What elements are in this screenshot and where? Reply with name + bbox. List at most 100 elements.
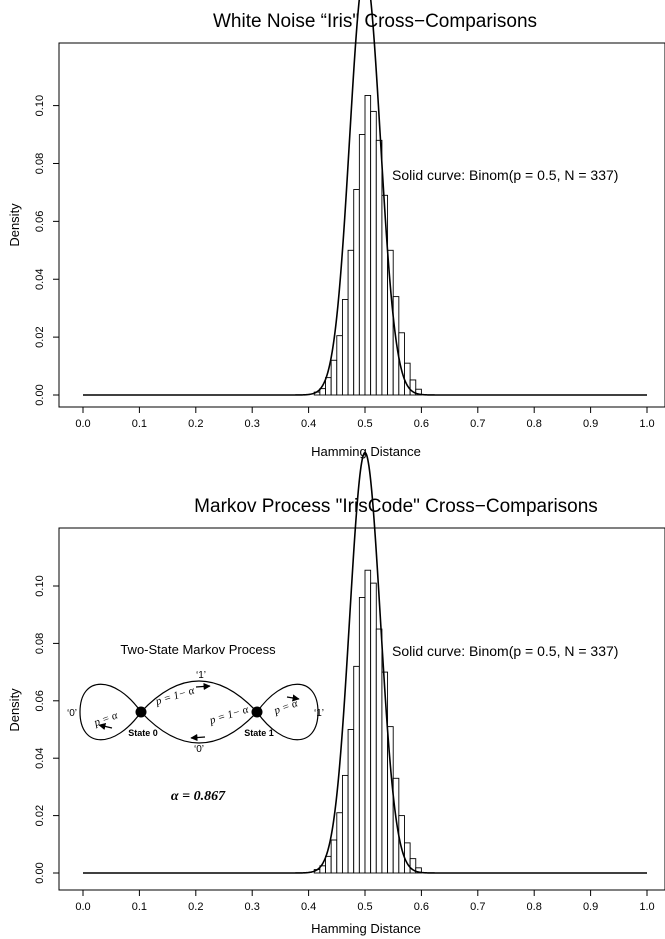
top-y-tick-label: 0.10 <box>34 95 46 116</box>
bottom-annotation: Solid curve: Binom(p = 0.5, N = 337) <box>392 643 618 659</box>
state-1-node <box>251 706 263 718</box>
top-histogram-bar <box>415 388 422 396</box>
arrow-top <box>195 682 211 691</box>
top-x-axis-label: Hamming Distance <box>311 444 421 459</box>
top-x-tick-label: 1.0 <box>639 418 654 430</box>
top-chart: White Noise “Iris" Cross−Comparisons 0.0… <box>7 0 665 459</box>
bottom-histogram-bars <box>313 569 422 874</box>
top-histogram-bar <box>370 110 377 396</box>
state-0-node <box>135 706 147 718</box>
p-bottom-label: p = 1− α <box>207 703 250 726</box>
bottom-histogram-bar <box>325 855 332 874</box>
bottom-x-tick-label: 0.7 <box>470 901 485 913</box>
top-histogram-bar <box>392 296 400 396</box>
bottom-histogram-bar <box>375 628 383 874</box>
top-x-tick-label: 0.7 <box>470 418 485 430</box>
top-histogram-bar <box>404 362 411 396</box>
bottom-histogram-bar <box>353 665 360 874</box>
bottom-histogram-bar <box>336 812 343 874</box>
top-histogram-bar <box>409 379 417 396</box>
top-histogram-bar <box>381 194 389 396</box>
p-top-label: p = 1− α <box>153 684 196 707</box>
bottom-histogram-bar <box>364 569 372 874</box>
bottom-histogram-bar <box>330 839 338 874</box>
bottom-x-tick-label: 1.0 <box>639 901 654 913</box>
emit-top-label: ‘1’ <box>196 670 206 681</box>
top-histogram-bar <box>358 134 366 396</box>
bottom-y-tick-label: 0.00 <box>34 862 46 883</box>
markov-inset: Two-State Markov Process State 0 State 1… <box>67 642 324 804</box>
top-histogram-bar <box>325 377 332 396</box>
top-annotation: Solid curve: Binom(p = 0.5, N = 337) <box>392 167 618 183</box>
bottom-x-tick-label: 0.1 <box>132 901 147 913</box>
bottom-y-tick-label: 0.08 <box>34 633 46 654</box>
top-x-tick-label: 0.8 <box>527 418 542 430</box>
top-binomial-curve-group <box>83 0 647 396</box>
bottom-x-axis-label: Hamming Distance <box>311 921 421 936</box>
emit-left-label: ‘0’ <box>67 708 77 719</box>
arrow-left-loop <box>98 722 113 730</box>
bottom-x-tick-label: 0.3 <box>245 901 260 913</box>
p-right-label: p = α <box>272 697 300 717</box>
top-chart-title: White Noise “Iris" Cross−Comparisons <box>213 11 537 32</box>
top-histogram-bar <box>364 95 372 396</box>
bottom-histogram-bar <box>347 729 355 874</box>
bottom-histogram-bar <box>398 815 405 874</box>
bottom-histogram-bar <box>341 774 349 874</box>
bottom-histogram-bar <box>370 582 377 874</box>
bottom-y-tick-label: 0.02 <box>34 805 46 826</box>
bottom-chart-title: Markov Process "IrisCode" Cross−Comparis… <box>194 496 598 517</box>
top-y-tick-label: 0.08 <box>34 153 46 174</box>
top-x-tick-label: 0.9 <box>583 418 598 430</box>
top-histogram-bars <box>313 95 422 396</box>
bottom-x-tick-label: 0.2 <box>188 901 203 913</box>
bottom-axes: 0.0 0.1 0.2 0.3 0.4 0.5 0.6 0.7 0.8 0.9 1.0 0.00 0.0… <box>34 575 655 913</box>
state-0-label: State 0 <box>128 728 158 738</box>
bottom-histogram-bar <box>381 671 389 874</box>
bottom-histogram-bar <box>392 777 400 874</box>
bottom-y-tick-label: 0.04 <box>34 747 46 768</box>
bottom-x-tick-label: 0.5 <box>357 901 372 913</box>
bottom-x-tick-label: 0.8 <box>527 901 542 913</box>
bottom-x-tick-label: 0.6 <box>414 901 429 913</box>
top-histogram-bar <box>353 189 360 396</box>
emit-right-label: ‘1’ <box>314 708 324 719</box>
arrow-right-loop <box>286 694 300 702</box>
top-x-tick-label: 0.6 <box>414 418 429 430</box>
top-histogram-bar <box>336 335 343 396</box>
top-transition-arc <box>140 680 258 713</box>
state-1-label: State 1 <box>244 728 274 738</box>
bottom-histogram-bar <box>358 597 366 874</box>
top-histogram-bar <box>375 139 383 396</box>
top-y-tick-label: 0.06 <box>34 211 46 232</box>
bottom-x-tick-label: 0.0 <box>75 901 90 913</box>
bottom-y-tick-label: 0.10 <box>34 575 46 596</box>
top-y-tick-label: 0.04 <box>34 269 46 290</box>
bottom-y-axis-label: Density <box>7 688 22 732</box>
bottom-chart: Markov Process "IrisCode" Cross−Comparis… <box>7 451 665 936</box>
emit-bottom-label: ‘0’ <box>194 744 204 755</box>
top-x-tick-label: 0.5 <box>357 418 372 430</box>
top-histogram-bar <box>319 388 326 396</box>
top-x-tick-label: 0.2 <box>188 418 203 430</box>
top-histogram-bar <box>347 249 355 396</box>
top-axes: 0.0 0.1 0.2 0.3 0.4 0.5 0.6 0.7 0.8 0.9 1.0 0.00 0.0… <box>34 95 655 430</box>
top-x-tick-label: 0.4 <box>301 418 316 430</box>
arrow-bottom <box>190 733 206 742</box>
top-y-tick-label: 0.02 <box>34 326 46 347</box>
right-self-loop <box>256 683 319 741</box>
bottom-x-tick-label: 0.9 <box>583 901 598 913</box>
top-y-axis-label: Density <box>7 203 22 247</box>
top-histogram-bar <box>330 359 338 396</box>
alpha-value: α = 0.867 <box>171 789 226 804</box>
top-histogram-bar <box>341 299 349 396</box>
top-x-tick-label: 0.0 <box>75 418 90 430</box>
bottom-binomial-curve-group <box>83 451 647 874</box>
left-self-loop <box>79 683 142 741</box>
bottom-x-tick-label: 0.4 <box>301 901 316 913</box>
top-x-tick-label: 0.1 <box>132 418 147 430</box>
inset-title: Two-State Markov Process <box>120 642 276 657</box>
bottom-y-tick-label: 0.06 <box>34 690 46 711</box>
bottom-binomial-curve <box>83 451 647 874</box>
